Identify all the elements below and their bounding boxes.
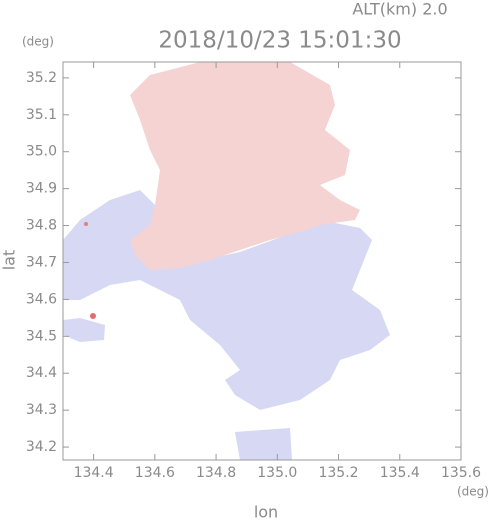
y-tick-label: 34.3	[26, 402, 57, 418]
x-axis-label: lon	[254, 503, 278, 522]
x-tick-label: 135.0	[257, 465, 297, 481]
x-tick-label: 134.4	[74, 465, 114, 481]
y-tick-label: 34.6	[26, 291, 57, 307]
x-tick-label: 134.8	[196, 465, 236, 481]
y-tick-label: 34.2	[26, 439, 57, 455]
x-tick-label: 134.6	[135, 465, 175, 481]
x-tick-label: 135.6	[441, 465, 481, 481]
y-tick-label: 35.0	[26, 144, 57, 160]
y-tick-label: 35.1	[26, 107, 57, 123]
y-tick-label: 34.4	[26, 365, 57, 381]
plot-frame	[62, 61, 462, 461]
x-tick-label: 135.4	[380, 465, 420, 481]
y-tick-label: 34.9	[26, 181, 57, 197]
subtitle: ALT(km) 2.0	[352, 0, 447, 19]
y-tick-label: 34.8	[26, 218, 57, 234]
y-tick-label: 35.2	[26, 70, 57, 86]
y-tick-label: 34.7	[26, 254, 57, 270]
chart-title: 2018/10/23 15:01:30	[158, 28, 401, 54]
y-tick-label: 34.5	[26, 328, 57, 344]
y-axis-label: lat	[0, 250, 19, 271]
echo-area	[63, 62, 390, 460]
x-tick-label: 135.2	[318, 465, 358, 481]
y-unit: (deg)	[22, 35, 54, 49]
x-unit: (deg)	[457, 485, 489, 499]
